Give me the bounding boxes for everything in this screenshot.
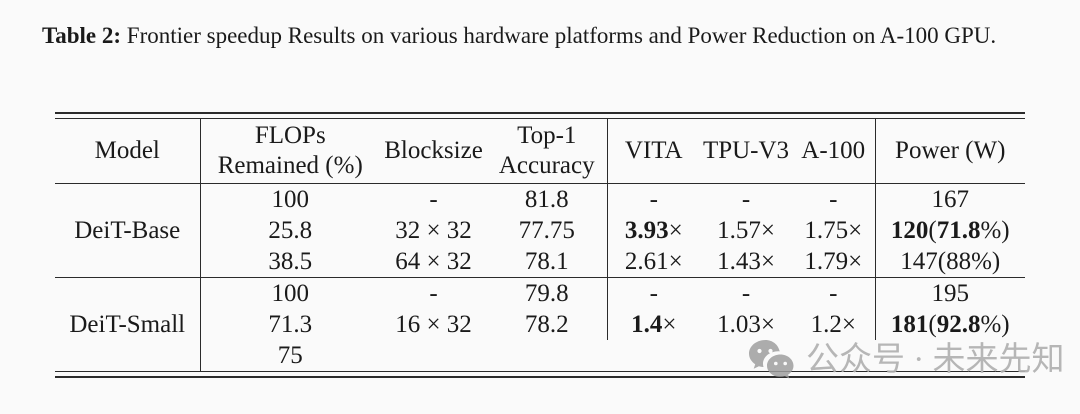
a100-cell: - — [792, 277, 876, 309]
table-caption: Table 2: Frontier speedup Results on var… — [42, 18, 1062, 53]
power-cell: 181(92.8%) — [890, 311, 1010, 338]
top1-cell: 78.1 — [487, 246, 608, 278]
top1-cell: 77.75 — [487, 215, 608, 246]
top1-cell: 81.8 — [487, 183, 608, 215]
flops-cell: 38.5 — [200, 246, 380, 278]
table-row: 25.8 32 × 32 77.75 3.93× 1.57× 1.75× 120(71.8%… — [55, 215, 1025, 246]
table-row: 71.3 16 × 32 78.2 1.4× 1.03× 1.2× 181(92.8%) — [55, 309, 1025, 340]
vita-cell: 1.4× — [631, 311, 677, 338]
results-table-wrap: Model FLOPs Remained (%) Blocksize Top-1… — [55, 112, 1025, 378]
top1-header-line1: Top-1 — [517, 122, 577, 149]
top1-header: Top-1 Accuracy — [487, 118, 608, 184]
blocksize-cell: 32 × 32 — [395, 217, 472, 244]
blocksize-cell: 64 × 32 — [380, 246, 487, 278]
flops-header: FLOPs Remained (%) — [200, 118, 380, 184]
flops-cell: 25.8 — [268, 217, 313, 244]
power-cell: 167 — [931, 186, 970, 213]
blocksize-cell — [380, 340, 487, 372]
table-row: DeiT-Base 100 - 81.8 - - - 167 — [55, 183, 1025, 278]
model-cell: DeiT-Base — [55, 183, 201, 278]
blocksize-cell: - — [429, 280, 438, 307]
table-row: DeiT-Small 100 - 79.8 - - - 195 — [55, 277, 1025, 372]
power-cell: 195 — [931, 280, 970, 307]
flops-header-line1: FLOPs — [254, 122, 326, 149]
flops-cell: 100 — [271, 280, 310, 307]
tpu-cell: 1.03× — [717, 311, 775, 338]
model-cell: DeiT-Small — [55, 277, 201, 372]
tpu-v3-header: TPU-V3 — [700, 118, 792, 184]
vita-cell: 2.61× — [607, 246, 700, 278]
vita-cell — [607, 340, 700, 372]
flops-cell: 71.3 — [268, 311, 313, 338]
vita-cell: - — [649, 186, 658, 213]
a100-cell: 1.2× — [792, 309, 876, 340]
watermark-text: 公众号 · 未来先知 — [806, 342, 1065, 378]
tpu-cell: - — [741, 186, 751, 213]
power-header: Power (W) — [875, 118, 1025, 184]
table-body: DeiT-Base 100-81.8- - -167 25.8 32 × 32 77.75 3… — [55, 183, 1025, 372]
flops-cell: 75 — [277, 342, 303, 369]
top1-cell: 79.8 — [487, 277, 608, 309]
flops-header-line2: Remained (%) — [217, 152, 363, 179]
model-header: Model — [55, 118, 201, 184]
flops-cell: 100 — [271, 186, 310, 213]
top1-cell: 78.2 — [487, 309, 608, 340]
caption-label: Table 2: — [42, 23, 122, 48]
blocksize-cell: - — [429, 186, 438, 213]
wechat-icon — [749, 340, 794, 379]
results-table: Model FLOPs Remained (%) Blocksize Top-1… — [55, 118, 1025, 372]
watermark: 公众号 · 未来先知 — [748, 337, 1065, 383]
a100-cell: - — [792, 183, 876, 215]
power-cell: 147(88%) — [875, 246, 1025, 278]
tpu-cell: - — [741, 280, 751, 307]
caption-text: Frontier speedup Results on various hard… — [121, 23, 997, 48]
tpu-cell: 1.43× — [700, 246, 792, 278]
vita-header: VITA — [607, 118, 700, 184]
blocksize-cell: 16 × 32 — [395, 311, 472, 338]
a100-cell: 1.75× — [792, 215, 876, 246]
power-cell: 120(71.8%) — [890, 217, 1010, 244]
a100-cell: 1.79× — [792, 246, 876, 278]
header-row: Model FLOPs Remained (%) Blocksize Top-1… — [55, 118, 1025, 184]
vita-cell: 3.93× — [624, 217, 683, 244]
tpu-cell: 1.57× — [717, 217, 775, 244]
top1-cell — [487, 340, 607, 372]
vita-cell: - — [649, 280, 658, 307]
a100-header: A-100 — [792, 118, 876, 184]
top1-header-line2: Accuracy — [498, 152, 595, 179]
blocksize-header: Blocksize — [380, 118, 487, 184]
table-row: 75 — [55, 340, 1025, 372]
table-row: 38.5 64 × 32 78.1 2.61× 1.43× 1.79× 147(88%) — [55, 246, 1025, 278]
